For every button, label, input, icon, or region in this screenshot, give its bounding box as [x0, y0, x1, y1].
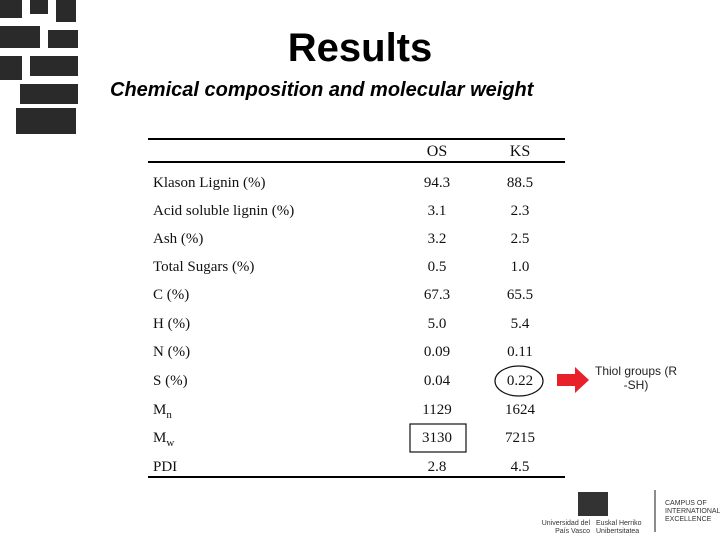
row-label-text: PDI	[153, 459, 178, 475]
table-cell: 1624	[505, 402, 535, 418]
table-cell: 88.5	[506, 175, 534, 191]
annotation: Thiol groups (R -SH)	[590, 364, 682, 392]
row-label: Mn	[153, 401, 172, 424]
row-label-text: C (%)	[153, 287, 190, 303]
row-label: C (%)	[153, 286, 189, 304]
table-cell: 65.5	[506, 287, 534, 303]
row-label-text: Total Sugars (%)	[153, 259, 255, 275]
row-label-text: Acid soluble lignin (%)	[153, 203, 295, 219]
slide-subtitle: Chemical composition and molecular weigh…	[110, 79, 534, 101]
row-label-subscript: n	[166, 409, 172, 421]
table-cell: 2.8	[427, 459, 447, 475]
table-cell: 1129	[422, 402, 452, 418]
table-cell: 3130	[422, 430, 452, 446]
table-cell: 5.4	[510, 316, 530, 332]
row-label: Acid soluble lignin (%)	[153, 202, 294, 220]
row-label-text: N (%)	[153, 344, 191, 360]
table-cell: 5.0	[427, 316, 447, 332]
table-cell: 3.2	[427, 231, 447, 247]
row-label-text: S (%)	[153, 373, 188, 389]
row-label: Mw	[153, 429, 174, 452]
table-cell: 67.3	[423, 287, 451, 303]
row-label: S (%)	[153, 372, 188, 390]
row-label-text: Ash (%)	[153, 231, 204, 247]
table-bottom-rule	[148, 476, 565, 478]
table-cell: 94.3	[423, 175, 451, 191]
table-cell: 3.1	[427, 203, 447, 219]
table-top-rule	[148, 138, 565, 140]
logo-mark	[578, 490, 656, 532]
column-header: KS	[509, 143, 531, 160]
logo-text: Euskal Herriko Unibertsitatea	[596, 520, 642, 535]
table-cell: 2.3	[510, 203, 530, 219]
slide-title: Results	[287, 26, 433, 70]
table-cell: 7215	[505, 430, 535, 446]
row-label-text: M	[153, 402, 167, 418]
annotation-line: -SH)	[623, 378, 649, 392]
row-label: H (%)	[153, 315, 190, 333]
table-cell: 2.5	[510, 231, 530, 247]
row-label: Ash (%)	[153, 230, 203, 248]
university-logo-graphic	[0, 0, 78, 134]
row-label-text: H (%)	[153, 316, 191, 332]
arrow	[557, 367, 589, 393]
column-header: OS	[426, 143, 448, 160]
row-label-text: M	[153, 430, 167, 446]
highlight-box	[409, 423, 467, 453]
table-cell: 0.11	[507, 344, 533, 360]
table-cell: 0.5	[427, 259, 447, 275]
table-cell: 0.04	[423, 373, 451, 389]
highlight-circle	[494, 365, 544, 397]
row-label: Total Sugars (%)	[153, 258, 254, 276]
table-cell: 1.0	[510, 259, 530, 275]
table-cell: 0.22	[506, 373, 534, 389]
annotation-line: Thiol groups (R	[594, 364, 678, 378]
row-label: PDI	[153, 458, 177, 476]
row-label: N (%)	[153, 343, 190, 361]
logo-text: Universidad del País Vasco	[541, 520, 590, 535]
campus-text: CAMPUS OF INTERNATIONAL EXCELLENCE	[665, 500, 720, 523]
row-label-subscript: w	[166, 437, 175, 449]
row-label-text: Klason Lignin (%)	[153, 175, 266, 191]
table-cell: 0.09	[423, 344, 451, 360]
table-cell: 4.5	[510, 459, 530, 475]
row-label: Klason Lignin (%)	[153, 174, 265, 192]
table-header-rule	[148, 161, 565, 163]
